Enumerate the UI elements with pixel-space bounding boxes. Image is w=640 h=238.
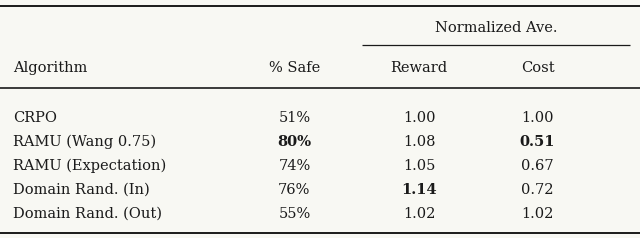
Text: 1.08: 1.08 (403, 135, 435, 149)
Text: 55%: 55% (278, 207, 310, 221)
Text: % Safe: % Safe (269, 61, 320, 75)
Text: 1.02: 1.02 (522, 207, 554, 221)
Text: 51%: 51% (278, 111, 310, 125)
Text: Reward: Reward (390, 61, 448, 75)
Text: Domain Rand. (In): Domain Rand. (In) (13, 183, 150, 197)
Text: Domain Rand. (Out): Domain Rand. (Out) (13, 207, 162, 221)
Text: RAMU (Wang 0.75): RAMU (Wang 0.75) (13, 135, 156, 149)
Text: 76%: 76% (278, 183, 310, 197)
Text: 0.51: 0.51 (520, 135, 556, 149)
Text: 0.72: 0.72 (522, 183, 554, 197)
Text: 1.00: 1.00 (522, 111, 554, 125)
Text: 74%: 74% (278, 159, 310, 173)
Text: 1.00: 1.00 (403, 111, 435, 125)
Text: CRPO: CRPO (13, 111, 57, 125)
Text: 1.05: 1.05 (403, 159, 435, 173)
Text: 1.02: 1.02 (403, 207, 435, 221)
Text: Cost: Cost (521, 61, 554, 75)
Text: Normalized Ave.: Normalized Ave. (435, 21, 557, 35)
Text: 80%: 80% (277, 135, 312, 149)
Text: RAMU (Expectation): RAMU (Expectation) (13, 159, 166, 173)
Text: Algorithm: Algorithm (13, 61, 87, 75)
Text: 0.67: 0.67 (522, 159, 554, 173)
Text: 1.14: 1.14 (401, 183, 437, 197)
